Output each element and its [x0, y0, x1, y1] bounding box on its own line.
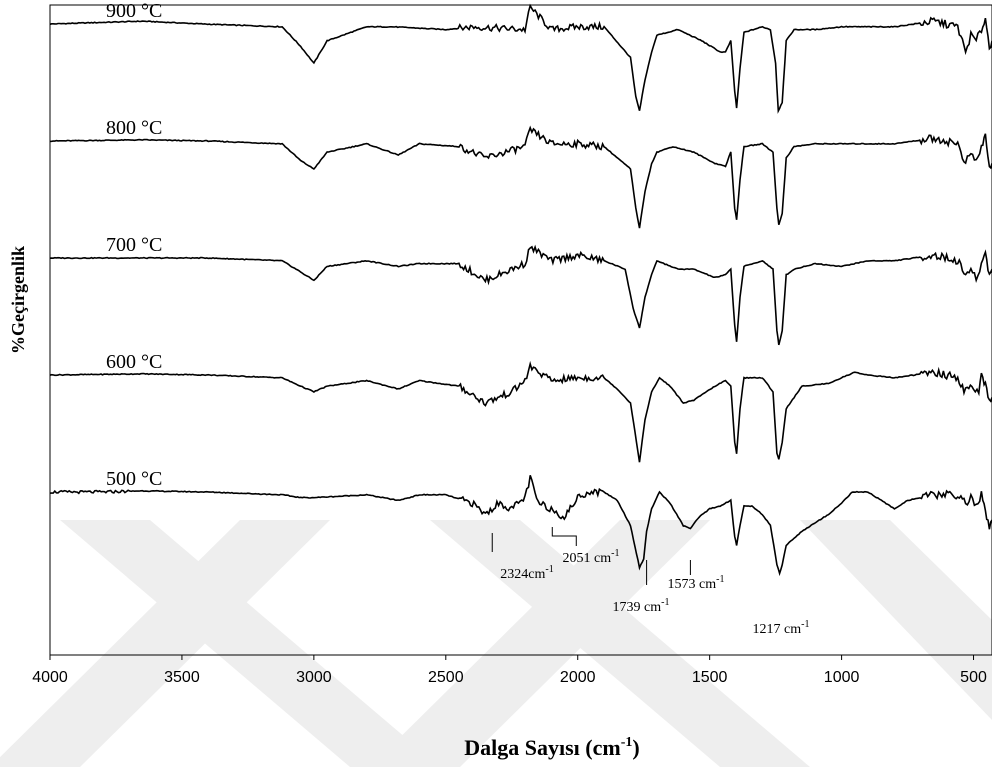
x-axis-ticks: 4000 3500 3000 2500 2000 1500 1000 500 — [32, 655, 987, 686]
series-line-700 — [49, 244, 992, 346]
anno-label-1217: 1217 cm-1 — [753, 619, 810, 637]
x-axis-title-sup: -1 — [621, 735, 633, 750]
watermark — [0, 520, 992, 767]
series-label-800: 800 °C — [106, 117, 162, 139]
x-tick-label-2500: 2500 — [428, 669, 464, 686]
series-line-600 — [49, 360, 992, 463]
x-tick-label-1000: 1000 — [824, 669, 860, 686]
x-tick-label-4000: 4000 — [32, 669, 68, 686]
peak-annotations: 2324cm-1 2051 cm-1 1739 cm-1 1573 cm-1 1217 … — [491, 527, 810, 637]
anno-label-2324: 2324cm-1 — [500, 564, 553, 582]
x-tick-label-500: 500 — [960, 669, 987, 686]
x-tick-label-3000: 3000 — [296, 669, 332, 686]
series-label-600: 600 °C — [106, 351, 162, 373]
anno-label-1739: 1739 cm-1 — [613, 597, 670, 615]
anno-leader-2051 — [551, 527, 577, 546]
anno-label-1573: 1573 cm-1 — [668, 574, 725, 592]
series-label-700: 700 °C — [106, 234, 162, 256]
x-tick-label-1500: 1500 — [692, 669, 728, 686]
series-line-500 — [49, 475, 992, 577]
series-labels: 900 °C 800 °C 700 °C 600 °C 500 °C — [106, 0, 162, 490]
x-tick-label-3500: 3500 — [164, 669, 200, 686]
series-label-500: 500 °C — [106, 468, 162, 490]
x-tick-label-2000: 2000 — [560, 669, 596, 686]
x-axis-title-main: Dalga Sayısı (cm — [464, 735, 620, 760]
x-axis-title-close: ) — [632, 735, 639, 760]
y-axis-title: %Geçirgenlik — [8, 246, 28, 354]
series-line-900 — [49, 3, 992, 114]
anno-label-2051: 2051 cm-1 — [563, 548, 620, 566]
spectra — [49, 3, 992, 577]
series-line-800 — [49, 125, 992, 229]
series-label-900: 900 °C — [106, 0, 162, 22]
plot-frame — [49, 4, 992, 656]
x-axis-title: Dalga Sayısı (cm-1) — [464, 735, 639, 760]
